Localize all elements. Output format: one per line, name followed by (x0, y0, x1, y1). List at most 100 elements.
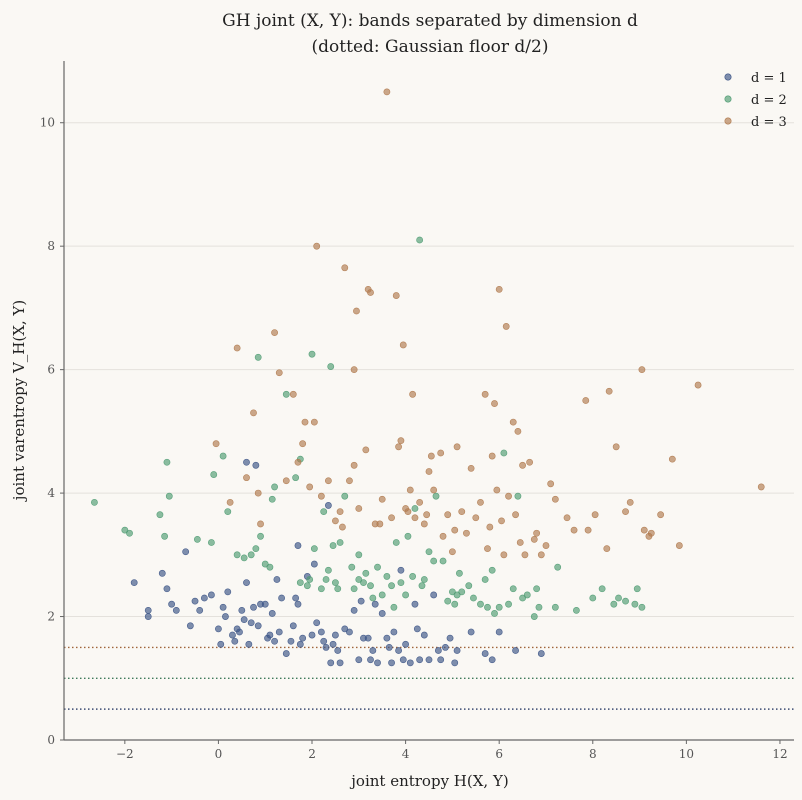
data-point (296, 579, 304, 586)
data-point (622, 597, 629, 605)
data-point (308, 631, 316, 639)
data-point (271, 483, 278, 491)
data-point (165, 492, 173, 500)
data-point (425, 548, 433, 556)
data-point (430, 591, 438, 599)
data-point (456, 569, 463, 577)
data-point (261, 560, 269, 568)
data-point (388, 582, 395, 590)
data-point (238, 606, 246, 614)
data-point (163, 585, 171, 593)
data-point (530, 535, 538, 543)
data-point (453, 591, 461, 599)
data-point (355, 576, 363, 583)
x-tick-label: 6 (495, 747, 503, 761)
data-point (130, 579, 138, 586)
data-point (289, 622, 297, 630)
data-point (505, 600, 512, 608)
data-point (299, 440, 307, 448)
data-point (458, 508, 466, 516)
data-point (481, 650, 489, 657)
data-point (491, 610, 498, 617)
data-point (542, 542, 550, 549)
data-point (310, 418, 318, 426)
data-point (444, 511, 452, 519)
data-point (481, 390, 489, 398)
x-tick-label: 0 (215, 747, 223, 761)
data-point (156, 511, 164, 519)
data-point (324, 477, 332, 485)
data-point (163, 458, 171, 466)
data-point (512, 647, 519, 654)
data-point (364, 634, 372, 642)
data-point (296, 640, 304, 648)
data-point (268, 495, 276, 503)
data-point (404, 532, 412, 540)
data-point (252, 461, 260, 469)
data-point (268, 610, 276, 617)
data-point (247, 619, 255, 627)
data-point (341, 625, 349, 633)
data-point (348, 563, 356, 571)
data-point (308, 350, 316, 358)
x-tick-label: 10 (679, 747, 694, 761)
data-point (336, 539, 344, 546)
data-point (495, 285, 503, 293)
data-point (350, 585, 358, 593)
data-point (243, 579, 250, 586)
data-point (395, 647, 402, 654)
data-point (329, 640, 337, 648)
data-point (439, 532, 447, 540)
data-point (374, 659, 381, 667)
data-point (451, 659, 459, 667)
data-point (353, 307, 360, 315)
data-point (217, 640, 225, 648)
data-point (226, 498, 234, 506)
legend-label-d1: d = 1 (751, 71, 787, 86)
data-point (257, 520, 264, 528)
chart-title-line-1: GH joint (X, Y): bands separated by dime… (222, 11, 638, 31)
data-point (451, 600, 459, 608)
data-point (694, 381, 702, 389)
data-point (589, 594, 597, 602)
x-tick-label: 8 (589, 747, 597, 761)
data-point (622, 508, 629, 516)
data-point (509, 585, 517, 593)
data-point (245, 640, 253, 648)
data-point (233, 551, 241, 559)
data-point (252, 545, 260, 553)
data-point (409, 390, 417, 398)
data-point (633, 585, 641, 593)
data-point (453, 443, 461, 451)
data-point (282, 650, 290, 657)
data-point (488, 566, 496, 574)
data-point (282, 390, 290, 398)
data-point (320, 637, 328, 645)
x-tick-label: 2 (308, 747, 316, 761)
data-point (346, 628, 353, 636)
data-point (332, 579, 339, 586)
legend-marker-d1 (724, 73, 732, 81)
data-point (250, 603, 257, 611)
data-point (208, 539, 215, 546)
data-point (243, 458, 250, 466)
data-point (523, 591, 531, 599)
data-point (418, 582, 426, 590)
data-point (355, 551, 363, 559)
data-point (388, 659, 395, 667)
data-point (362, 446, 370, 454)
series-d1 (130, 458, 545, 667)
data-point (369, 647, 377, 654)
data-point (374, 563, 381, 571)
data-point (453, 647, 461, 654)
data-point (505, 492, 512, 500)
data-point (582, 397, 590, 404)
data-point (516, 539, 524, 546)
data-point (378, 495, 386, 503)
data-point (657, 511, 665, 519)
data-point (219, 603, 227, 611)
data-point (313, 619, 321, 627)
data-point (584, 526, 592, 534)
data-point (535, 603, 543, 611)
data-point (378, 610, 386, 617)
